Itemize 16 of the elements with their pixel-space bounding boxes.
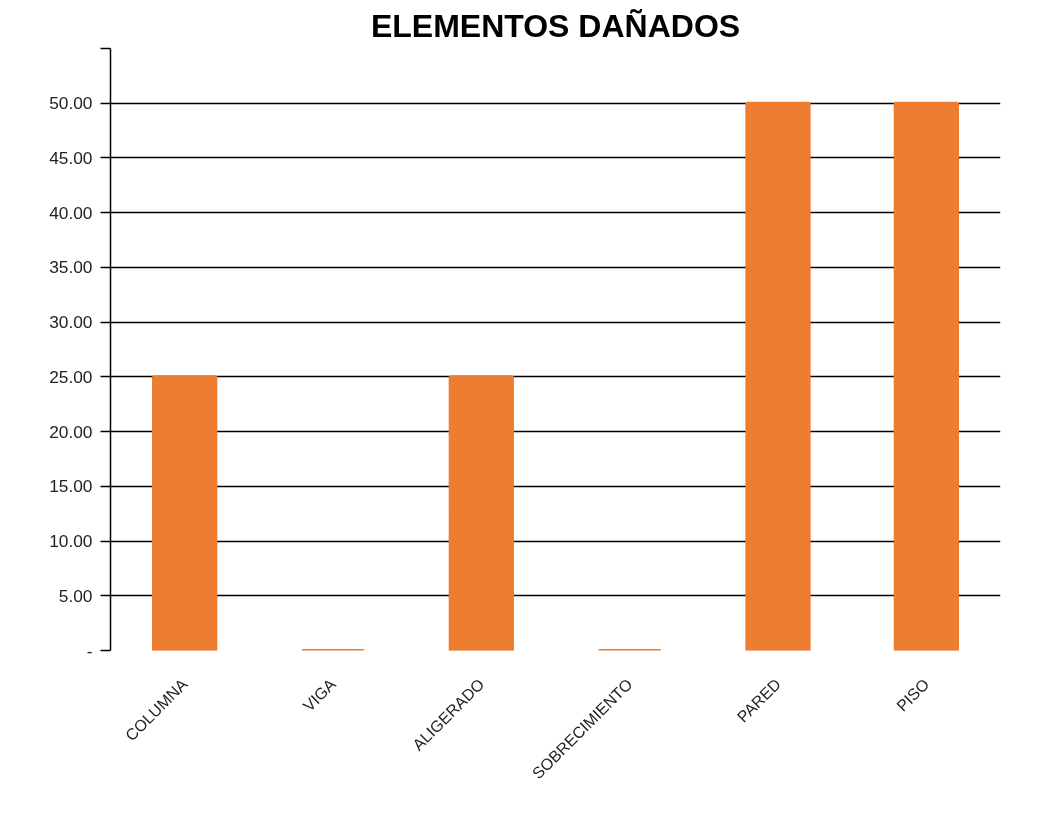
y-tick-label: 30.00 — [49, 312, 93, 333]
y-tick-label: 10.00 — [49, 531, 93, 552]
y-tick-label: 5.00 — [58, 585, 93, 606]
y-tick-label: 20.00 — [49, 421, 93, 442]
chart-title: ELEMENTOS DAÑADOS — [370, 7, 741, 44]
bar — [448, 375, 514, 651]
y-tick-label: 50.00 — [49, 93, 93, 114]
bar — [745, 101, 811, 651]
y-tick-label: 35.00 — [49, 257, 93, 278]
y-tick-label: 45.00 — [49, 147, 93, 168]
bar — [152, 375, 218, 651]
y-tick-label: 25.00 — [49, 366, 93, 387]
bar — [893, 101, 959, 651]
y-tick-label: - — [86, 640, 93, 661]
y-tick-label: 15.00 — [49, 476, 93, 497]
y-tick-label: 40.00 — [49, 202, 93, 223]
